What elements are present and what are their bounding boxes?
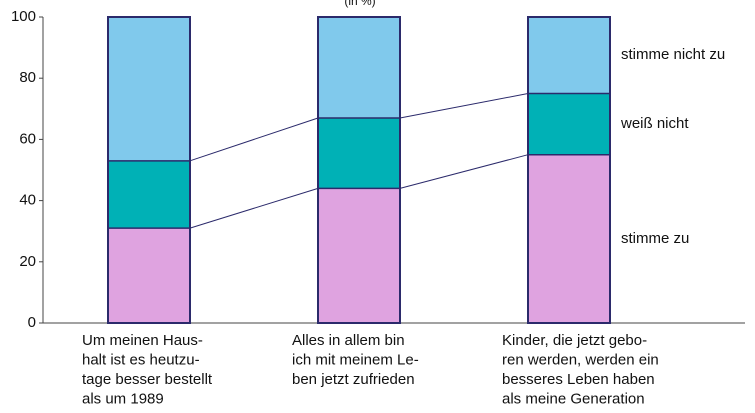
bar-segment xyxy=(108,17,190,161)
y-tick-label: 60 xyxy=(19,130,36,147)
bar-segment xyxy=(108,228,190,323)
x-tick-label: ben jetzt zufrieden xyxy=(292,371,415,388)
connector xyxy=(399,93,529,119)
chart-subtitle: (in %) xyxy=(344,0,375,8)
x-tick-label: ren werden, werden ein xyxy=(502,351,659,368)
y-tick-label: 0 xyxy=(28,314,36,331)
x-tick-label: als meine Generation xyxy=(502,390,645,407)
bar-segment xyxy=(528,17,610,94)
bar-outline xyxy=(527,16,611,324)
y-tick-label: 100 xyxy=(11,8,36,25)
bar-segment xyxy=(528,93,610,155)
connector xyxy=(189,187,319,229)
x-tick-label: besseres Leben haben xyxy=(502,371,655,388)
x-tick-label: Um meinen Haus- xyxy=(82,332,203,349)
y-tick-label: 40 xyxy=(19,192,36,209)
bar-segment xyxy=(108,160,190,229)
x-tick-label: als um 1989 xyxy=(82,390,164,407)
bar-segment xyxy=(318,117,400,189)
bar-segment xyxy=(528,154,610,323)
x-tick-label: tage besser bestellt xyxy=(82,371,213,388)
x-tick-label: ich mit meinem Le- xyxy=(292,351,419,368)
legend-label: weiß nicht xyxy=(620,115,689,132)
bar-segment xyxy=(318,17,400,118)
x-tick-label: Kinder, die jetzt gebo- xyxy=(502,332,647,349)
connector xyxy=(399,154,529,189)
connector xyxy=(189,117,319,162)
x-tick-label: halt ist es heutzu- xyxy=(82,351,200,368)
legend-label: stimme zu xyxy=(621,230,689,247)
bar-outline xyxy=(317,16,401,324)
bar-outline xyxy=(107,16,191,324)
y-tick-label: 20 xyxy=(19,253,36,270)
y-tick-label: 80 xyxy=(19,69,36,86)
x-tick-label: Alles in allem bin xyxy=(292,332,405,349)
bar-segment xyxy=(318,188,400,323)
legend-label: stimme nicht zu xyxy=(621,46,725,63)
